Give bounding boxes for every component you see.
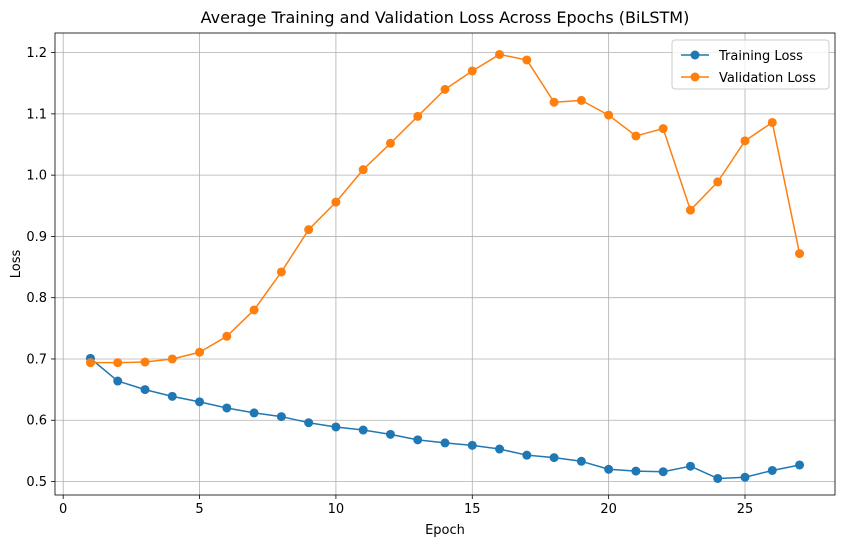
data-point (767, 465, 777, 475)
x-tick-label: 20 (600, 502, 617, 517)
grid (55, 33, 835, 495)
data-point (276, 412, 286, 422)
data-point (140, 357, 150, 367)
y-axis-label: Loss (9, 250, 24, 279)
data-point (413, 435, 423, 445)
data-point (713, 473, 723, 483)
data-point (276, 267, 286, 277)
data-point (658, 124, 668, 134)
data-point (167, 354, 177, 364)
plot-frame (54, 32, 836, 496)
series-training-loss (85, 353, 805, 483)
data-point (522, 55, 532, 65)
data-point (795, 249, 805, 259)
data-point (222, 331, 232, 341)
data-point (576, 95, 586, 105)
x-tick-label: 15 (464, 502, 481, 517)
data-point (304, 418, 314, 428)
data-point (767, 117, 777, 127)
data-point (167, 391, 177, 401)
data-point (740, 472, 750, 482)
x-axis-label: Epoch (425, 523, 465, 538)
data-point (467, 440, 477, 450)
data-point (495, 49, 505, 59)
legend-marker-validation (690, 72, 700, 82)
data-point (631, 466, 641, 476)
data-point (85, 358, 95, 368)
y-tick-label: 1.0 (26, 169, 47, 184)
data-point (195, 397, 205, 407)
data-point (331, 197, 341, 207)
y-tick-label: 1.1 (26, 107, 47, 122)
y-tick-label: 0.8 (26, 291, 47, 306)
y-tick-label: 1.2 (26, 46, 47, 61)
data-point (413, 111, 423, 121)
data-point (304, 225, 314, 235)
y-tick-label: 0.6 (26, 414, 47, 429)
data-point (685, 205, 695, 215)
data-point (713, 177, 723, 187)
data-point (249, 408, 259, 418)
x-tick-label: 5 (195, 502, 203, 517)
data-point (222, 403, 232, 413)
data-point (358, 425, 368, 435)
data-point (385, 429, 395, 439)
series (85, 49, 805, 483)
data-point (440, 438, 450, 448)
data-point (195, 347, 205, 357)
data-point (467, 66, 477, 76)
data-point (740, 136, 750, 146)
data-point (249, 305, 259, 315)
data-point (631, 131, 641, 141)
data-point (549, 453, 559, 463)
series-validation-loss (85, 49, 805, 368)
data-point (685, 461, 695, 471)
legend-marker-training (690, 50, 700, 60)
data-point (658, 467, 668, 477)
data-point (604, 110, 614, 120)
data-point (795, 460, 805, 470)
chart-title: Average Training and Validation Loss Acr… (201, 8, 690, 27)
data-point (113, 376, 123, 386)
y-tick-label: 0.9 (26, 230, 47, 245)
data-point (440, 84, 450, 94)
legend-box (671, 39, 830, 90)
data-point (385, 138, 395, 148)
x-tick-label: 10 (328, 502, 345, 517)
data-point (140, 385, 150, 395)
data-point (549, 97, 559, 107)
x-tick-label: 0 (59, 502, 67, 517)
data-point (358, 165, 368, 175)
data-point (604, 464, 614, 474)
legend-label-validation: Validation Loss (719, 71, 816, 86)
x-tick-label: 25 (737, 502, 754, 517)
legend-label-training: Training Loss (718, 49, 803, 64)
data-point (522, 450, 532, 460)
data-point (576, 456, 586, 466)
axis-ticks: 0 5 10 15 20 25 0.5 0.6 0.7 0.8 0.9 1.0 1.1 1.2 (26, 46, 753, 517)
y-tick-label: 0.5 (26, 475, 47, 490)
y-tick-label: 0.7 (26, 352, 47, 367)
data-point (495, 444, 505, 454)
legend: Training Loss Validation Loss (671, 39, 830, 90)
data-point (113, 358, 123, 368)
data-point (331, 422, 341, 432)
